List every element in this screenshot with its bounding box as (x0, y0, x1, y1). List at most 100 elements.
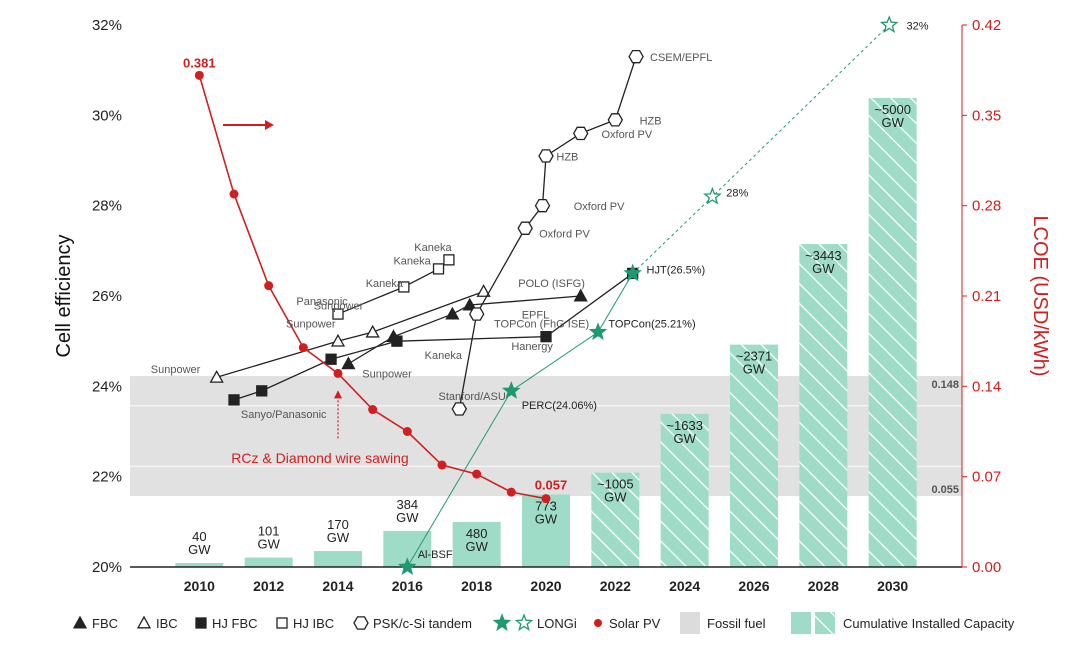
legend-fossil-swatch (680, 612, 700, 634)
data-point-sq-open (398, 281, 410, 293)
point-label: EPFL (522, 310, 550, 322)
capacity-bar-label: 480 (466, 526, 488, 541)
point-label: Sunpower (362, 368, 412, 380)
solar-lcoe-point (437, 460, 447, 470)
capacity-bar (799, 244, 848, 567)
data-point-tri-open (365, 324, 380, 338)
point-label: Oxford PV (574, 201, 625, 213)
point-label: HZB (556, 152, 578, 164)
capacity-bar-label: GW (812, 261, 835, 276)
data-point-tri-open (330, 333, 346, 347)
point-label: 32% (907, 21, 929, 33)
data-point-sq-filled (256, 385, 268, 397)
x-tick-label: 2026 (738, 578, 769, 594)
y-tick-label-left: 20% (92, 559, 122, 576)
point-label: PERC(24.06%) (522, 400, 597, 412)
capacity-bar-label: GW (257, 537, 280, 552)
x-tick-label: 2030 (877, 578, 908, 594)
legend-label: HJ IBC (293, 616, 334, 631)
data-point-sq-open (332, 308, 344, 320)
solar-lcoe-end-label: 0.057 (535, 478, 568, 493)
x-tick-label: 2028 (808, 578, 839, 594)
legend-solar-dot (594, 619, 602, 627)
x-tick-label: 2022 (600, 578, 631, 594)
y-tick-label-right: 0.14 (972, 378, 1001, 395)
data-point-tri-filled (573, 288, 588, 302)
data-point-tri-filled (341, 356, 356, 370)
x-tick-label: 2018 (461, 578, 492, 594)
data-point-sq-open (443, 254, 455, 266)
data-point-star (514, 613, 534, 631)
solar-lcoe-start-label: 0.381 (183, 55, 216, 70)
data-point-star (501, 381, 521, 399)
capacity-bar (314, 551, 362, 567)
data-point-tri-filled (445, 306, 460, 320)
data-point-hex (451, 402, 468, 416)
data-point-hex (572, 126, 589, 141)
legend-bar-swatch (791, 612, 811, 634)
point-label: CSEM/EPFL (650, 52, 712, 64)
data-point-star (703, 186, 722, 205)
fossil-band-min-label: 0.055 (931, 484, 959, 496)
capacity-bar-label: GW (327, 530, 350, 545)
capacity-bar (452, 521, 501, 567)
capacity-bar (868, 98, 917, 567)
legend-label: PSK/c-Si tandem (373, 616, 472, 631)
point-label: Kaneka (393, 255, 431, 267)
solar-lcoe-point (402, 427, 412, 436)
point-label: HZB (640, 115, 662, 127)
capacity-bar-label: ~1633 (666, 418, 703, 433)
point-label: Kaneka (414, 242, 452, 254)
capacity-bar-label: ~2371 (736, 349, 773, 364)
right-axis-title: LCOE (USD/kWh) (1029, 215, 1051, 376)
solar-lcoe-point (368, 405, 378, 415)
capacity-bar-label: ~3443 (805, 248, 842, 263)
data-point-sq-filled (540, 330, 552, 343)
point-label: Hanergy (511, 341, 553, 353)
solar-lcoe-point (194, 70, 204, 80)
solar-lcoe-point (264, 281, 274, 291)
x-tick-label: 2014 (322, 578, 353, 594)
x-tick-label: 2012 (253, 578, 284, 594)
data-point-star (623, 263, 643, 282)
point-label: Sunpower (314, 301, 364, 313)
solar-lcoe-point (541, 494, 551, 504)
point-label: Al-BSF (418, 549, 453, 561)
x-tick-label: 2020 (530, 578, 561, 594)
point-label: Oxford PV (601, 129, 652, 141)
data-point-hex (517, 221, 533, 235)
data-point-hex (353, 616, 369, 630)
y-tick-label-left: 32% (92, 17, 122, 34)
y-tick-label-left: 26% (92, 288, 122, 305)
legend-label: Fossil fuel (707, 616, 766, 631)
data-point-sq-filled (195, 617, 207, 629)
data-point-star (588, 322, 608, 341)
point-label: Sanyo/Panasonic (241, 409, 327, 421)
rcz-annotation: RCz & Diamond wire sawing (231, 450, 408, 466)
point-label: Kaneka (425, 350, 463, 362)
capacity-bar-label: GW (396, 510, 419, 525)
point-label: TOPCon (FhG ISE) (494, 319, 589, 331)
solar-lcoe-point (506, 487, 516, 497)
capacity-bar-label: ~5000 (874, 102, 911, 117)
left-axis-title: Cell efficiency (53, 234, 75, 357)
fossil-band-max-label: 0.148 (931, 379, 959, 391)
capacity-bar-label: 101 (258, 524, 280, 539)
capacity-bar (175, 563, 224, 567)
data-point-tri-open (209, 369, 224, 383)
point-label: Sunpower (286, 319, 336, 331)
data-point-sq-filled (391, 335, 403, 347)
solar-lcoe-point (229, 189, 239, 199)
capacity-bar (522, 494, 570, 567)
capacity-bar-label: 40 (192, 529, 206, 544)
data-point-hex (607, 113, 624, 127)
capacity-bar (244, 557, 293, 567)
legend-label: FBC (92, 616, 118, 631)
capacity-bar-label: GW (465, 539, 488, 554)
y-tick-label-right: 0.28 (972, 198, 1001, 215)
data-point-hex (468, 307, 485, 321)
point-label: Stanford/ASU (439, 391, 506, 403)
x-tick-label: 2024 (669, 578, 700, 594)
data-point-sq-open (276, 617, 288, 629)
